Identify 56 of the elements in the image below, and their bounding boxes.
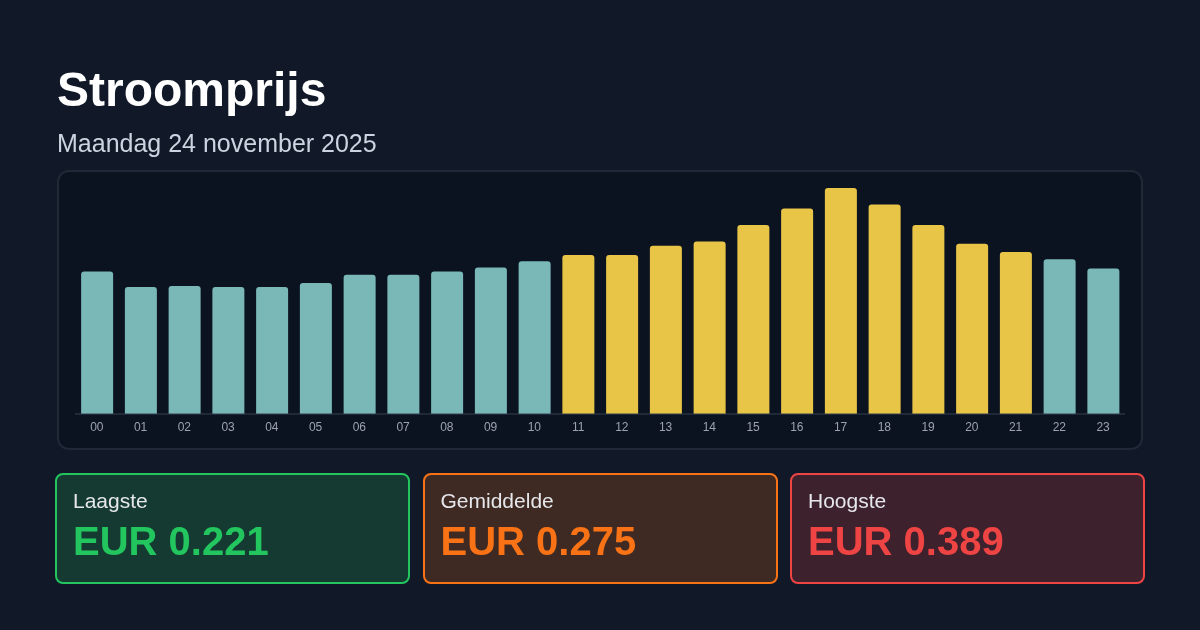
bar (81, 271, 114, 414)
bar (124, 286, 157, 414)
bar (693, 241, 726, 414)
bar (912, 225, 945, 414)
bar (999, 251, 1032, 414)
bar (256, 286, 289, 414)
bar (343, 274, 376, 414)
bar (387, 274, 420, 414)
text: Hoogste (808, 489, 887, 513)
text: EUR 0.389 (808, 519, 1004, 564)
x-tick-label: 18 (877, 419, 892, 434)
x-tick-label: 15 (746, 419, 761, 434)
x-tick-label: 22 (1052, 419, 1067, 434)
x-tick-label: 21 (1008, 419, 1023, 434)
x-tick-label: 20 (965, 419, 979, 434)
x-tick-label: 01 (133, 419, 148, 434)
bar (781, 208, 814, 414)
bar (1043, 259, 1076, 414)
x-tick-label: 16 (790, 419, 804, 434)
bar (474, 267, 507, 414)
bar (1087, 268, 1120, 414)
x-tick-label: 06 (352, 419, 367, 434)
bar (431, 271, 464, 414)
x-tick-label: 07 (396, 419, 411, 434)
x-tick-label: 05 (308, 419, 323, 434)
bar (562, 255, 595, 414)
x-tick-label: 19 (921, 419, 936, 434)
bar (824, 188, 857, 414)
text: EUR 0.275 (440, 519, 637, 564)
x-tick-label: 00 (90, 419, 104, 434)
x-tick-label: 12 (615, 419, 629, 434)
bar (956, 243, 989, 414)
x-tick-label: 09 (483, 419, 498, 434)
x-tick-label: 03 (221, 419, 236, 434)
bar (737, 225, 770, 414)
x-tick-label: 23 (1096, 419, 1111, 434)
x-tick-label: 14 (702, 419, 717, 434)
text: Gemiddelde (440, 489, 554, 513)
text: Laagste (73, 489, 148, 513)
x-tick-label: 04 (265, 419, 279, 434)
bar (606, 255, 639, 414)
bar (868, 204, 901, 414)
x-tick-label: 02 (177, 419, 192, 434)
x-tick-label: 10 (527, 419, 542, 434)
bar (212, 286, 245, 414)
x-tick-label: 08 (440, 419, 454, 434)
bar (649, 245, 682, 414)
chart-subtitle: Maandag 24 november 2025 (57, 128, 377, 158)
chart-title: Stroomprijs (57, 62, 327, 118)
x-tick-label: 17 (833, 419, 848, 434)
bar (518, 261, 551, 414)
bar (299, 282, 332, 414)
text: EUR 0.221 (73, 519, 269, 564)
x-tick-label: 13 (658, 419, 673, 434)
x-tick-label: 11 (571, 419, 585, 434)
bar (168, 286, 201, 414)
